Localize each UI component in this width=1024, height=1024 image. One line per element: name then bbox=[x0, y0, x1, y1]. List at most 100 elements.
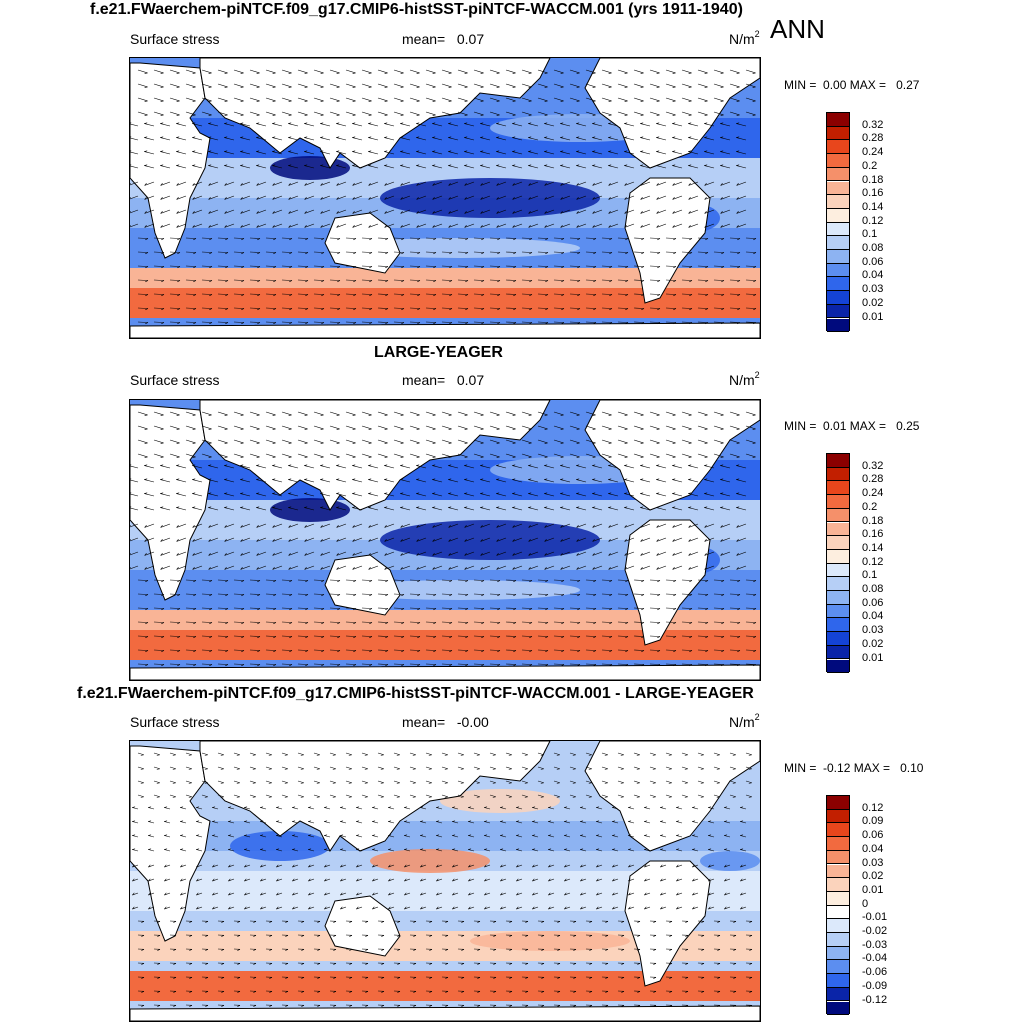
wind-vector-head bbox=[429, 991, 433, 993]
wind-vector-head bbox=[132, 864, 135, 868]
wind-vector bbox=[505, 83, 516, 88]
wind-vector-head bbox=[400, 150, 404, 152]
wind-vector-head bbox=[416, 506, 420, 508]
wind-vector-head bbox=[656, 224, 659, 228]
wind-vector-head bbox=[544, 524, 547, 528]
wind-vector bbox=[713, 83, 724, 88]
wind-vector bbox=[329, 425, 340, 430]
wind-vector bbox=[576, 565, 587, 570]
wind-vector-head bbox=[160, 566, 163, 570]
colorbar-tick-label: 0.01 bbox=[862, 883, 884, 896]
wind-vector-head bbox=[461, 991, 465, 993]
wind-vector bbox=[441, 111, 452, 116]
wind-vector-head bbox=[544, 428, 548, 430]
wind-vector-head bbox=[269, 949, 273, 951]
wind-vector-head bbox=[672, 182, 675, 186]
wind-vector bbox=[548, 864, 555, 868]
wind-vector-head bbox=[237, 1005, 241, 1007]
wind-vector bbox=[436, 849, 443, 852]
season-label: ANN bbox=[770, 14, 825, 44]
wind-vector-head bbox=[641, 622, 645, 625]
minmax-top: MIN = 0.00 MAX = 0.27 bbox=[784, 78, 919, 92]
wind-vector-head bbox=[493, 991, 497, 993]
wind-vector bbox=[496, 479, 507, 483]
wind-vector-head bbox=[292, 848, 296, 850]
wind-vector-head bbox=[241, 280, 245, 283]
wind-vector-head bbox=[212, 834, 216, 836]
land-outline bbox=[624, 177, 711, 304]
wind-vector-head bbox=[573, 935, 577, 937]
wind-vector bbox=[368, 565, 379, 570]
wind-vector-head bbox=[397, 935, 401, 937]
wind-vector-head bbox=[560, 464, 564, 466]
wind-vector bbox=[496, 137, 507, 141]
wind-vector-head bbox=[208, 478, 212, 480]
wind-vector-head bbox=[624, 196, 627, 200]
wind-vector bbox=[633, 111, 644, 116]
wind-vector-head bbox=[385, 294, 389, 297]
wind-vector-head bbox=[529, 664, 533, 667]
field-band bbox=[130, 138, 760, 148]
wind-vector bbox=[176, 209, 187, 214]
wind-vector-head bbox=[449, 294, 453, 297]
wind-vector bbox=[148, 878, 155, 882]
wind-vector bbox=[180, 878, 187, 882]
wind-vector-head bbox=[465, 322, 469, 325]
wind-vector-head bbox=[161, 594, 165, 597]
wind-vector-head bbox=[481, 280, 485, 283]
wind-vector-head bbox=[337, 636, 341, 639]
wind-vector bbox=[404, 878, 411, 882]
wind-vector bbox=[633, 425, 644, 430]
field-band bbox=[130, 831, 760, 841]
wind-vector bbox=[288, 565, 299, 570]
wind-vector-head bbox=[173, 949, 177, 951]
wind-vector bbox=[660, 849, 667, 852]
wind-vector bbox=[688, 479, 699, 483]
wind-vector-head bbox=[452, 834, 456, 836]
wind-vector bbox=[480, 137, 491, 141]
wind-vector bbox=[201, 439, 212, 444]
wind-vector bbox=[320, 551, 331, 556]
wind-vector-head bbox=[368, 196, 371, 200]
wind-vector-head bbox=[228, 906, 231, 910]
wind-vector-head bbox=[177, 650, 181, 653]
wind-vector-head bbox=[368, 136, 372, 138]
wind-vector-head bbox=[576, 478, 580, 480]
wind-vector-head bbox=[276, 848, 280, 850]
colorbar-tick-label: 0.03 bbox=[862, 856, 884, 869]
wind-vector-head bbox=[417, 664, 421, 667]
wind-vector bbox=[324, 906, 331, 910]
wind-vector-head bbox=[576, 538, 579, 542]
wind-vector bbox=[548, 892, 555, 896]
wind-vector-head bbox=[352, 492, 356, 494]
wind-vector-head bbox=[736, 464, 740, 466]
wind-vector-head bbox=[253, 991, 257, 993]
wind-vector bbox=[256, 123, 267, 127]
wind-vector-head bbox=[465, 266, 469, 269]
wind-vector bbox=[361, 97, 372, 102]
wind-vector bbox=[516, 807, 523, 810]
wind-vector-head bbox=[705, 308, 709, 311]
wind-vector-head bbox=[221, 1005, 225, 1007]
variable-label-bottom: Surface stress bbox=[130, 714, 220, 730]
wind-vector-head bbox=[132, 878, 135, 882]
wind-vector bbox=[137, 439, 148, 444]
wind-vector bbox=[208, 507, 219, 511]
wind-vector bbox=[320, 137, 331, 141]
wind-vector-head bbox=[528, 464, 532, 466]
wind-vector bbox=[265, 780, 272, 784]
field-band bbox=[130, 470, 760, 480]
wind-vector-head bbox=[737, 238, 741, 241]
wind-vector bbox=[180, 821, 187, 824]
wind-vector bbox=[384, 181, 395, 186]
field-band bbox=[130, 991, 760, 1001]
wind-vector bbox=[612, 807, 619, 810]
wind-vector-head bbox=[737, 280, 741, 283]
wind-vector bbox=[720, 181, 731, 186]
colorbar-swatch bbox=[827, 536, 849, 550]
field-band bbox=[130, 570, 760, 580]
wind-vector-head bbox=[449, 664, 453, 667]
wind-vector bbox=[740, 807, 747, 810]
colorbar-swatch bbox=[827, 919, 849, 933]
wind-vector bbox=[736, 565, 747, 570]
